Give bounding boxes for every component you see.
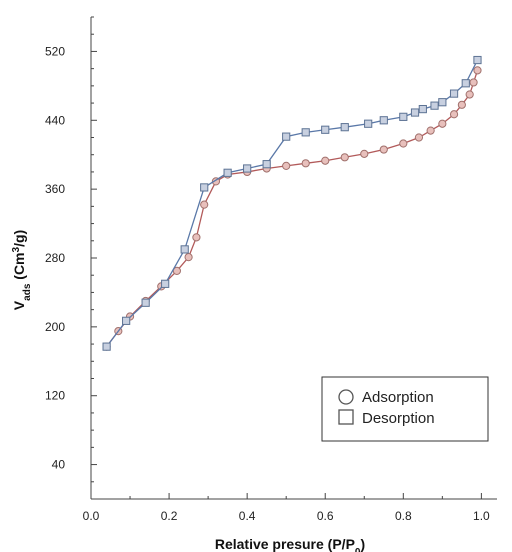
desorption-point — [449, 89, 459, 98]
legend-marker-adsorption-icon — [338, 389, 354, 405]
series-line-adsorption — [106, 70, 479, 348]
adsorption-point — [301, 159, 310, 168]
y-tick-label: 120 — [45, 389, 65, 403]
y-axis-title: Vads (Cm3/g) — [11, 230, 33, 310]
adsorption-point — [379, 145, 388, 154]
y-tick-label: 520 — [45, 44, 65, 58]
adsorption-point — [426, 126, 435, 135]
desorption-point — [461, 79, 470, 88]
axes: 40 120 200 280 360 440 520 0.0 0.2 0.4 0.6 0.8 1.0 — [45, 16, 497, 523]
adsorption-point — [469, 78, 478, 87]
adsorption-point — [449, 110, 459, 119]
x-tick-label: 0.8 — [395, 509, 412, 523]
desorption-point — [340, 123, 349, 132]
desorption-point — [438, 98, 447, 107]
series-desorption — [102, 55, 482, 351]
adsorption-point — [321, 156, 330, 165]
desorption-point — [410, 108, 420, 117]
desorption-point — [301, 128, 310, 137]
adsorption-point — [282, 161, 291, 171]
legend: Adsorption Desorption — [321, 376, 489, 442]
adsorption-point — [184, 253, 193, 262]
adsorption-point — [465, 90, 474, 99]
adsorption-point — [457, 100, 466, 109]
desorption-point — [282, 132, 291, 141]
x-tick-label: 0.6 — [317, 509, 334, 523]
desorption-point — [161, 279, 170, 288]
adsorption-point — [192, 233, 201, 242]
desorption-point — [102, 342, 111, 351]
y-tick-label: 360 — [45, 182, 65, 196]
desorption-point — [180, 245, 189, 254]
adsorption-point — [414, 133, 424, 142]
axis-labels: Relative presure (P/P0) Vads (Cm3/g) — [11, 230, 366, 552]
desorption-point — [473, 55, 482, 65]
desorption-point — [243, 164, 252, 173]
legend-marker-desorption-icon — [338, 409, 354, 425]
desorption-point — [262, 160, 271, 169]
desorption-point — [223, 168, 232, 177]
y-tick-label: 200 — [45, 320, 65, 334]
desorption-point — [399, 112, 408, 121]
legend-label-adsorption: Adsorption — [362, 389, 434, 406]
desorption-point — [364, 119, 373, 128]
desorption-point — [200, 183, 209, 192]
y-tick-label: 40 — [52, 458, 66, 472]
desorption-point — [122, 316, 131, 325]
adsorption-point — [399, 139, 408, 148]
adsorption-point — [438, 119, 447, 128]
adsorption-point — [172, 266, 181, 276]
legend-label-desorption: Desorption — [362, 410, 435, 427]
adsorption-point — [473, 66, 482, 75]
legend-box — [321, 376, 489, 442]
desorption-point — [141, 298, 150, 307]
desorption-point — [321, 125, 330, 134]
x-tick-label: 0.2 — [161, 509, 178, 523]
x-tick-label: 1.0 — [473, 509, 490, 523]
desorption-point — [430, 101, 439, 110]
x-axis-title: Relative presure (P/P0) — [215, 536, 365, 552]
y-tick-label: 440 — [45, 113, 65, 127]
desorption-point — [379, 116, 388, 125]
adsorption-point — [340, 153, 349, 162]
x-tick-label: 0.0 — [83, 509, 100, 523]
desorption-point — [418, 104, 427, 114]
x-tick-label: 0.4 — [239, 509, 256, 523]
y-tick-label: 280 — [45, 251, 65, 265]
adsorption-point — [360, 149, 369, 158]
adsorption-point — [200, 200, 209, 209]
series-layer — [102, 55, 482, 351]
series-line-desorption — [106, 59, 479, 348]
